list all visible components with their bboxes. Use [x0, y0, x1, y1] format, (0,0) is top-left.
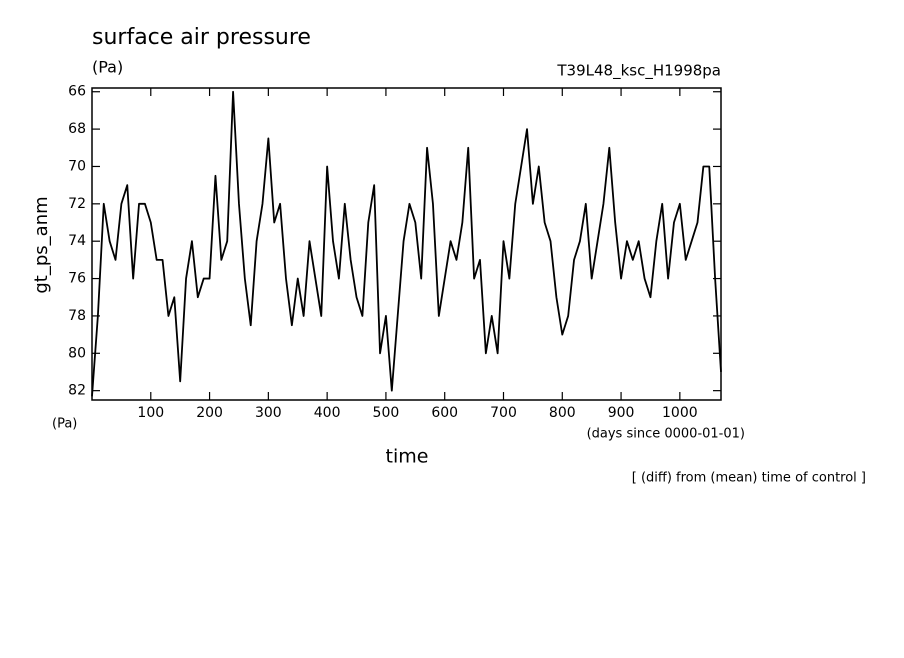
- y-tick-label: 82: [68, 383, 86, 399]
- corner-unit: (Pa): [52, 417, 77, 432]
- y-tick-label: 74: [68, 233, 86, 249]
- y-tick-label: 76: [68, 271, 86, 287]
- x-tick-label: 600: [431, 405, 458, 421]
- x-axis-label: time: [386, 446, 429, 468]
- chart-title: surface air pressure: [92, 25, 311, 50]
- x-unit: (days since 0000-01-01): [587, 427, 745, 442]
- x-tick-label: 300: [255, 405, 282, 421]
- x-tick-label: 400: [314, 405, 341, 421]
- x-tick-label: 200: [196, 405, 223, 421]
- plot-frame: [91, 87, 722, 401]
- x-tick-label: 800: [549, 405, 576, 421]
- y-tick-label: 66: [68, 84, 86, 100]
- footer: [ (diff) from (mean) time of control ]: [632, 471, 866, 486]
- y-tick-label: 80: [68, 345, 86, 361]
- y-tick-label: 70: [68, 158, 86, 174]
- y-tick-label: 78: [68, 308, 86, 324]
- y-tick-label: 68: [68, 121, 86, 137]
- x-tick-label: 500: [373, 405, 400, 421]
- y-tick-label: 72: [68, 196, 86, 212]
- data-line: [91, 90, 722, 397]
- x-tick-label: 900: [608, 405, 635, 421]
- run-label: T39L48_ksc_H1998pa: [556, 62, 721, 81]
- x-tick-label: 100: [137, 405, 164, 421]
- x-tick-label: 1000: [662, 405, 698, 421]
- x-tick-label: 700: [490, 405, 517, 421]
- y-axis-label: gt_ps_anm: [31, 196, 52, 293]
- y-unit: (Pa): [92, 58, 123, 77]
